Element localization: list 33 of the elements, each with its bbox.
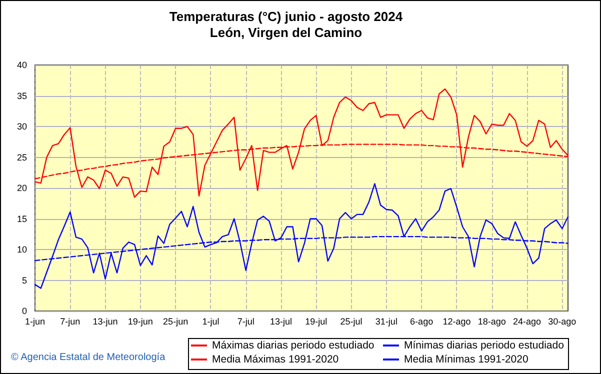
chart-subtitle: León, Virgen del Camino <box>210 25 362 40</box>
legend-label: Media Máximas 1991-2020 <box>212 354 339 366</box>
x-tick-label: 1-jun <box>24 316 46 326</box>
legend-label: Media Mínimas 1991-2020 <box>404 354 528 366</box>
y-tick-label: 30 <box>16 122 27 132</box>
y-tick-label: 35 <box>16 90 27 101</box>
x-tick-label: 24-ago <box>512 316 542 326</box>
x-tick-label: 7-jun <box>60 316 80 326</box>
x-tick-label: 1-jul <box>202 316 220 326</box>
x-tick-label: 12-ago <box>442 316 471 326</box>
x-tick-label: 6-ago <box>410 316 434 326</box>
chart-title: Temperaturas (°C) junio - agosto 2024 <box>169 9 404 24</box>
x-tick-label: 18-ago <box>478 316 506 326</box>
x-tick-label: 13-jun <box>92 316 118 326</box>
y-tick-label: 25 <box>16 152 27 162</box>
x-tick-label: 7-jul <box>237 316 254 326</box>
x-tick-label: 25-jun <box>163 316 188 326</box>
x-tick-label: 25-jul <box>340 316 362 326</box>
line-series <box>34 183 569 289</box>
y-tick-label: 40 <box>16 60 27 70</box>
y-tick-label: 0 <box>22 306 27 316</box>
y-tick-label: 20 <box>16 183 27 193</box>
legend-label: Máximas diarias periodo estudiado <box>212 340 374 352</box>
x-tick-label: 19-jun <box>128 316 153 326</box>
x-tick-label: 19-jul <box>305 316 328 326</box>
x-tick-label: 13-jul <box>270 316 292 326</box>
legend-label: Mínimas diarias periodo estudiado <box>404 340 564 352</box>
y-tick-label: 5 <box>22 275 27 286</box>
text: © Agencia Estatal de Meteorología <box>11 352 166 363</box>
y-tick-label: 10 <box>16 244 27 254</box>
x-tick-label: 30-ago <box>548 316 576 326</box>
y-tick-label: 15 <box>16 214 27 224</box>
x-tick-label: 31-jul <box>375 316 398 326</box>
